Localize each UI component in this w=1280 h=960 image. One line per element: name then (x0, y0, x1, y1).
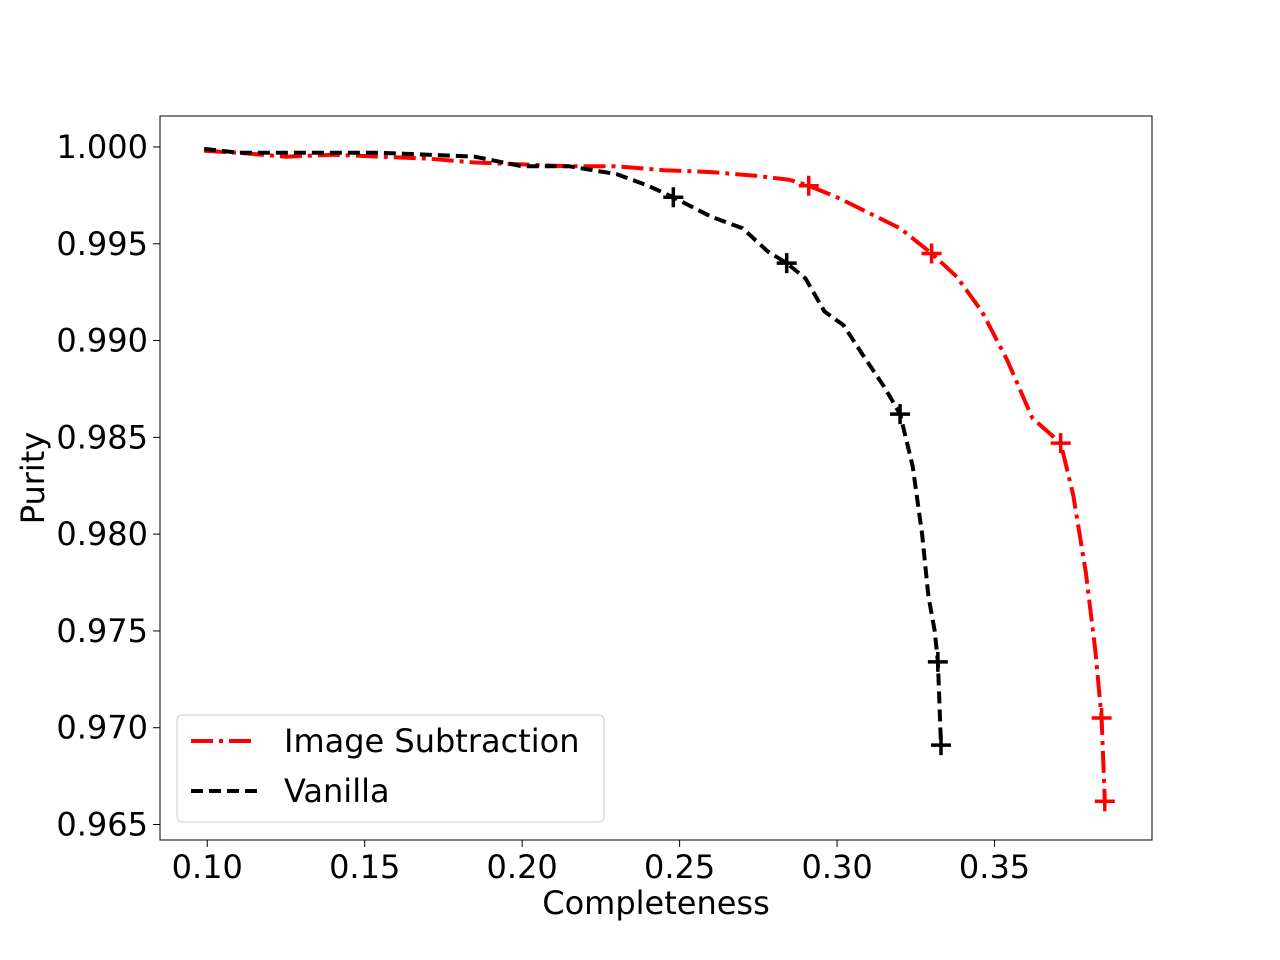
y-tick-label: 0.970 (56, 709, 148, 747)
y-tick-label: 0.995 (56, 225, 148, 263)
plot-frame (159, 115, 1153, 841)
x-tick-label: 0.30 (801, 848, 872, 886)
series-marker-1 (663, 187, 684, 208)
x-tick-label: 0.35 (959, 848, 1030, 886)
legend-label-1: Vanilla (284, 772, 390, 810)
y-tick-label: 0.985 (56, 418, 148, 456)
series-marker-1 (890, 404, 911, 425)
series-line-1 (203, 146, 943, 746)
series-marker-0 (798, 175, 819, 196)
series-line-0 (203, 148, 1107, 802)
series-marker-1 (776, 253, 797, 274)
y-axis-label: Purity (14, 432, 52, 525)
x-tick-label: 0.25 (644, 848, 715, 886)
legend: Image Subtraction Vanilla (176, 714, 605, 823)
y-tick-label: 0.990 (56, 322, 148, 360)
x-tick-label: 0.15 (329, 848, 400, 886)
series-marker-1 (927, 651, 948, 672)
series-marker-0 (1091, 708, 1112, 729)
series-layer (203, 146, 1115, 812)
x-axis-label: Completeness (542, 884, 770, 922)
x-tick-label: 0.20 (487, 848, 558, 886)
y-tick-label: 0.980 (56, 515, 148, 553)
series-marker-0 (1050, 433, 1071, 454)
legend-label-0: Image Subtraction (284, 722, 580, 760)
series-marker-1 (931, 735, 952, 756)
series-marker-0 (1094, 791, 1115, 812)
legend-box (176, 714, 605, 823)
y-tick-label: 0.965 (56, 806, 148, 844)
series-marker-0 (921, 243, 942, 264)
y-tick-label: 0.975 (56, 612, 148, 650)
x-tick-label: 0.10 (172, 848, 243, 886)
y-axis: 0.965 0.970 0.975 0.980 0.985 0.990 0.995 1.000 (56, 128, 160, 844)
x-axis: 0.10 0.15 0.20 0.25 0.30 0.35 (172, 840, 1030, 886)
y-tick-label: 1.000 (56, 128, 148, 166)
